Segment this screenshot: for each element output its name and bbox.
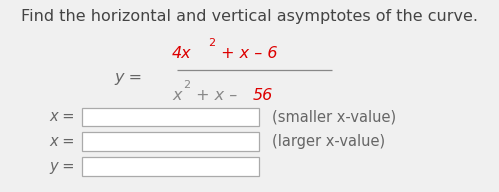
Text: x: x [172, 89, 182, 103]
Text: 4x: 4x [172, 46, 192, 61]
Text: x =: x = [49, 134, 75, 149]
Text: y =: y = [49, 159, 75, 174]
Text: (smaller x-value): (smaller x-value) [272, 109, 396, 124]
Text: + x –: + x – [191, 89, 243, 103]
Text: y =: y = [114, 70, 142, 85]
Text: x =: x = [49, 109, 75, 124]
Text: 2: 2 [208, 38, 215, 48]
Text: Find the horizontal and vertical asymptotes of the curve.: Find the horizontal and vertical asympto… [21, 9, 478, 24]
Text: 2: 2 [183, 80, 190, 90]
Text: (larger x-value): (larger x-value) [272, 134, 385, 149]
Text: + x – 6: + x – 6 [216, 46, 277, 61]
FancyBboxPatch shape [82, 108, 259, 126]
FancyBboxPatch shape [82, 157, 259, 176]
FancyBboxPatch shape [82, 132, 259, 151]
Text: 56: 56 [253, 89, 273, 103]
